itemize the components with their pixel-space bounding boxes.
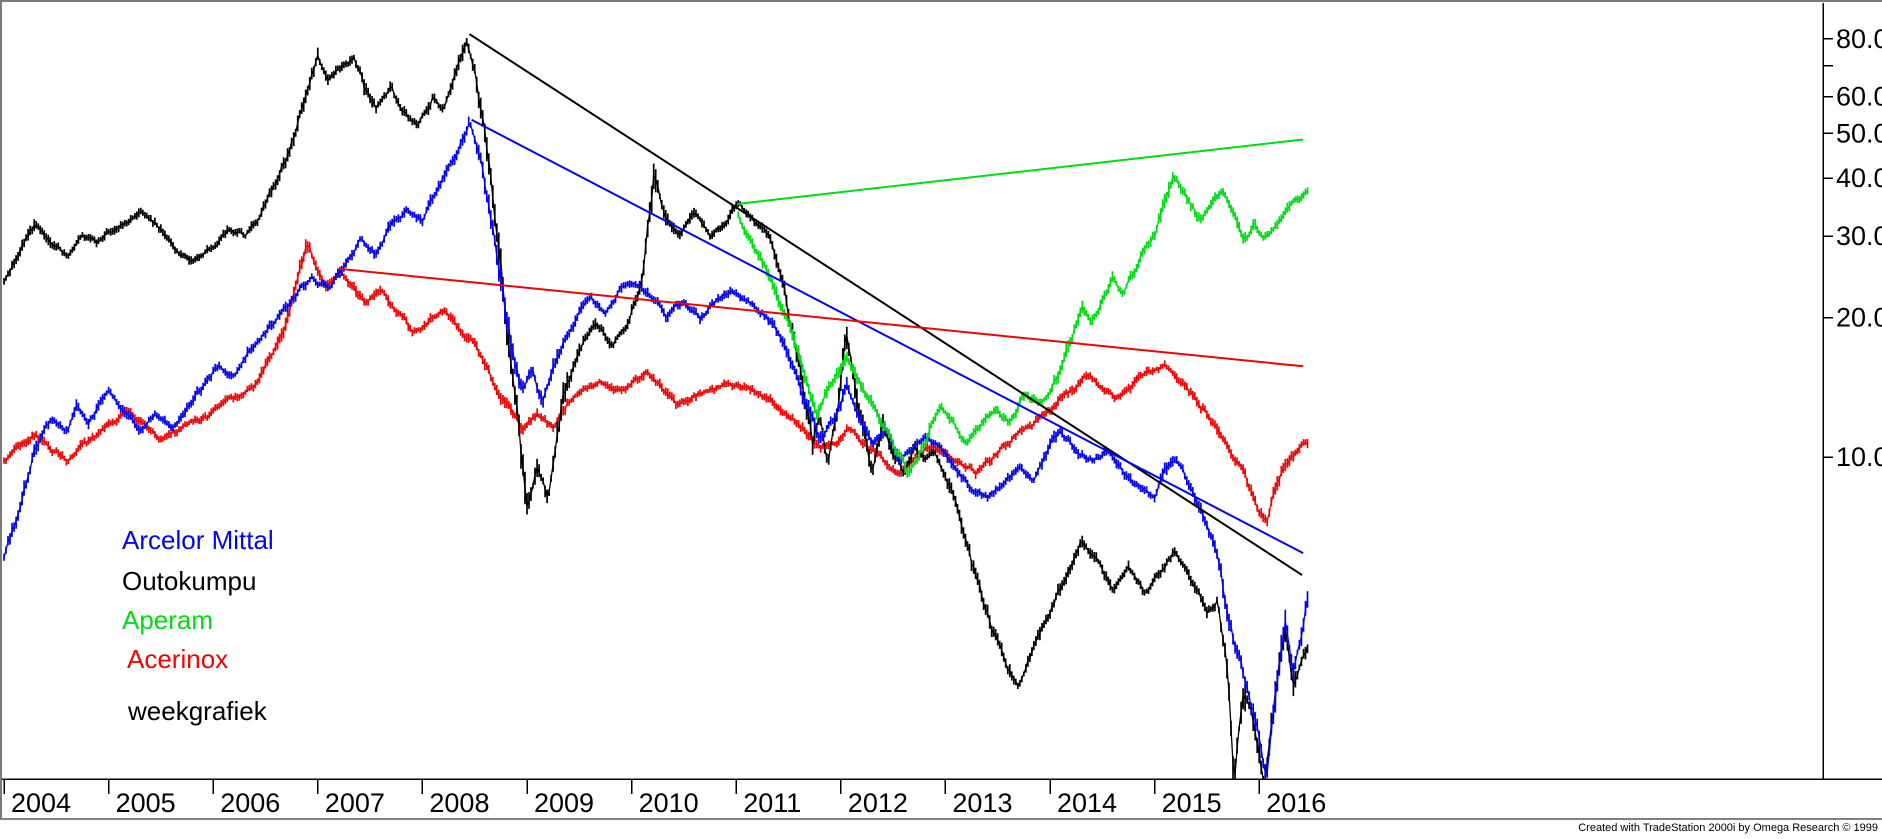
x-tick-label: 2007	[325, 788, 385, 818]
legend-label-arcelor-mittal: Arcelor Mittal	[122, 525, 274, 555]
timeframe-note: weekgrafiek	[128, 696, 267, 726]
trendline-aperam-uptrend[interactable]	[737, 138, 1304, 205]
y-tick-label: 60.0	[1836, 82, 1882, 112]
axes: 2004 2005 2006 2007 2008 2009 2010 2011 2012 2013…	[0, 3, 1882, 818]
series-aperam	[737, 172, 1309, 478]
price-series-layer	[3, 38, 1309, 779]
y-tick-label: 80.0	[1836, 24, 1882, 54]
x-tick-label: 2006	[220, 788, 280, 818]
legend-label-aperam: Aperam	[122, 605, 214, 635]
x-tick-label: 2013	[952, 788, 1012, 818]
x-tick-label: 2010	[639, 788, 699, 818]
series-outokumpu	[3, 38, 1309, 779]
trendlines-layer[interactable]	[338, 33, 1304, 576]
window-left-border	[0, 2, 2, 819]
x-tick-label: 2009	[534, 788, 594, 818]
footer-separator-line	[0, 818, 1882, 820]
series-acerinox	[3, 239, 1309, 527]
x-tick-label: 2004	[11, 788, 71, 818]
x-tick-label: 2012	[848, 788, 908, 818]
window-top-border	[0, 0, 1882, 2]
trendline-outokumpu-downtrend[interactable]	[468, 33, 1303, 576]
x-tick-label: 2008	[429, 788, 489, 818]
tradestation-credit: Created with TradeStation 2000i by Omega…	[1578, 822, 1878, 834]
y-tick-label: 40.0	[1836, 163, 1882, 193]
trendline-arcelor-downtrend[interactable]	[471, 118, 1304, 555]
trendline-acerinox-downtrend[interactable]	[338, 267, 1304, 368]
x-tick-label: 2005	[116, 788, 176, 818]
y-tick-label: 30.0	[1836, 221, 1882, 251]
x-tick-label: 2014	[1057, 788, 1117, 818]
y-tick-label: 50.0	[1836, 118, 1882, 148]
y-tick-label: 20.0	[1836, 303, 1882, 333]
y-tick-label: 10.0	[1836, 442, 1882, 472]
x-tick-label: 2015	[1162, 788, 1222, 818]
legend-label-outokumpu: Outokumpu	[122, 566, 257, 596]
x-tick-label: 2011	[743, 788, 801, 818]
x-tick-label: 2016	[1266, 788, 1326, 818]
legend-label-acerinox: Acerinox	[127, 644, 229, 674]
